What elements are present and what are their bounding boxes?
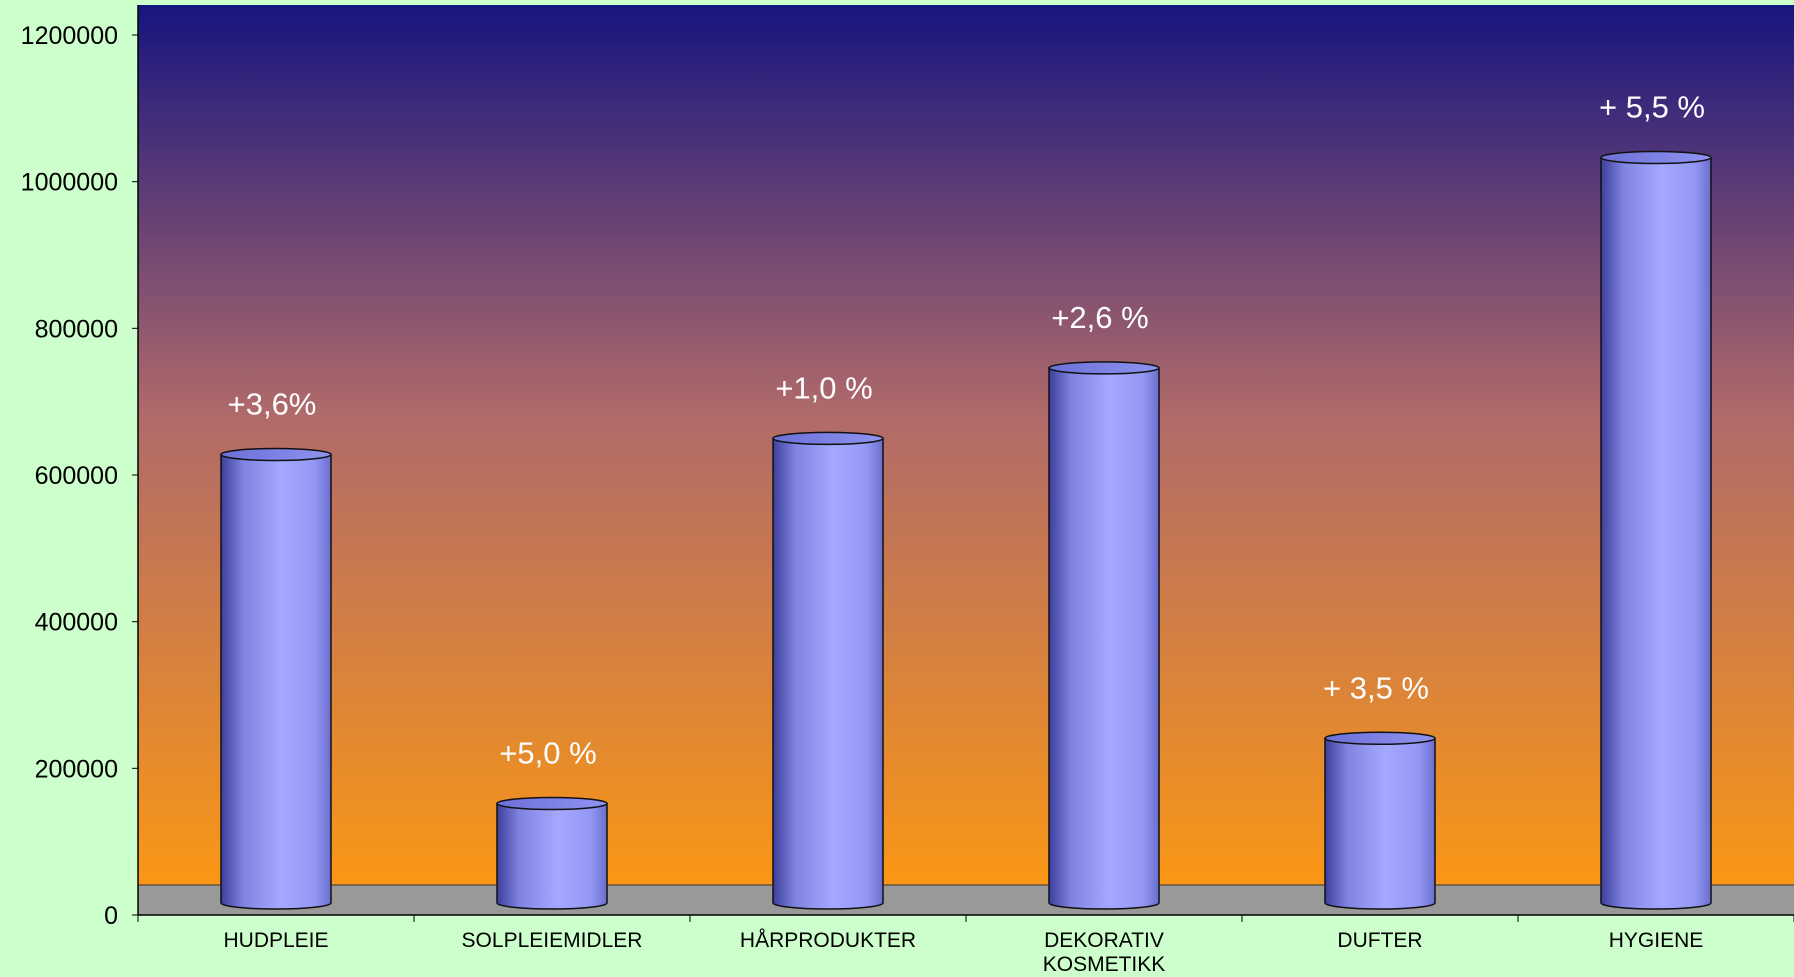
bar-data-label: + 3,5 % (1323, 670, 1429, 705)
x-category-label: SOLPLEIEMIDLER (462, 929, 643, 952)
y-tick-label: 600000 (35, 462, 118, 490)
bar-body (220, 453, 332, 910)
bar-5 (1324, 731, 1436, 910)
y-tick-label: 200000 (35, 755, 118, 783)
bar-body (496, 802, 608, 910)
bar-6 (1600, 150, 1712, 910)
bar-body (1048, 367, 1160, 910)
y-tick-label: 1200000 (21, 22, 118, 50)
y-tick-label: 800000 (35, 315, 118, 343)
y-tick-label: 0 (104, 902, 118, 930)
bar-cap (772, 431, 884, 446)
bar-cap (1324, 731, 1436, 746)
bar-cap (1600, 150, 1712, 165)
x-category-label: HYGIENE (1609, 929, 1704, 952)
bar-data-label: +2,6 % (1051, 300, 1148, 335)
bar-3 (772, 431, 884, 910)
bar-body (1324, 737, 1436, 910)
bar-4 (1048, 361, 1160, 910)
bar-cap (496, 796, 608, 811)
plot-area-background (138, 5, 1794, 915)
x-category-label: HUDPLEIE (223, 929, 328, 952)
bar-body (772, 437, 884, 910)
bar-data-label: + 5,5 % (1599, 89, 1705, 124)
y-tick-label: 1000000 (21, 169, 118, 197)
bar-data-label: +5,0 % (499, 736, 596, 771)
bar-data-label: +1,0 % (775, 370, 872, 405)
bar-2 (496, 796, 608, 910)
x-category-label: HÅRPRODUKTER (740, 929, 916, 952)
bar-body (1600, 156, 1712, 910)
y-tick-label: 400000 (35, 609, 118, 637)
x-category-label: DUFTER (1337, 929, 1422, 952)
bar-cap (220, 447, 332, 462)
x-category-label: DEKORATIV KOSMETIKK (1043, 929, 1166, 976)
chart-floor (138, 885, 1794, 915)
bar-cap (1048, 361, 1160, 375)
bar-1 (220, 447, 332, 910)
bar-data-label: +3,6% (228, 386, 317, 421)
